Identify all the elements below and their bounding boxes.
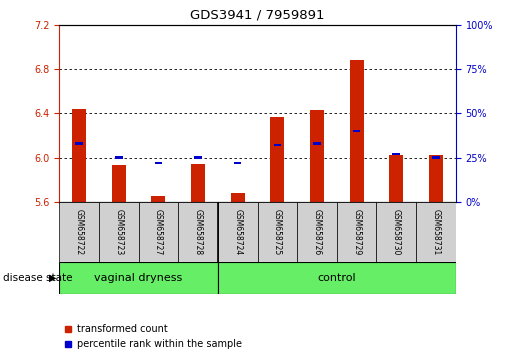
Bar xyxy=(99,202,139,262)
Bar xyxy=(194,156,202,159)
Bar xyxy=(350,60,364,202)
Text: GSM658728: GSM658728 xyxy=(194,209,202,255)
Text: GSM658730: GSM658730 xyxy=(392,209,401,255)
Text: GSM658724: GSM658724 xyxy=(233,209,242,255)
Bar xyxy=(273,144,281,146)
Bar xyxy=(310,110,324,202)
Text: GSM658723: GSM658723 xyxy=(114,209,123,255)
Bar xyxy=(218,262,456,294)
Bar xyxy=(112,165,126,202)
Bar xyxy=(297,202,337,262)
Text: GSM658722: GSM658722 xyxy=(75,209,83,255)
Bar xyxy=(270,116,284,202)
Bar xyxy=(337,202,376,262)
Bar xyxy=(416,202,456,262)
Bar xyxy=(75,142,83,144)
Text: GDS3941 / 7959891: GDS3941 / 7959891 xyxy=(190,9,325,22)
Bar xyxy=(392,153,400,155)
Bar xyxy=(115,156,123,159)
Text: disease state: disease state xyxy=(3,273,72,283)
Text: GSM658727: GSM658727 xyxy=(154,209,163,255)
Bar xyxy=(139,202,178,262)
Bar xyxy=(231,193,245,202)
Bar xyxy=(72,109,86,202)
Bar xyxy=(376,202,416,262)
Text: GSM658725: GSM658725 xyxy=(273,209,282,255)
Text: GSM658731: GSM658731 xyxy=(432,209,440,255)
Text: control: control xyxy=(317,273,356,283)
Bar xyxy=(178,202,218,262)
Bar xyxy=(59,262,218,294)
Text: GSM658729: GSM658729 xyxy=(352,209,361,255)
Bar xyxy=(191,164,205,202)
Bar xyxy=(59,202,99,262)
Bar xyxy=(389,155,403,202)
Bar xyxy=(218,202,258,262)
Bar xyxy=(432,156,440,159)
Bar xyxy=(154,162,162,164)
Legend: transformed count, percentile rank within the sample: transformed count, percentile rank withi… xyxy=(64,324,242,349)
Text: vaginal dryness: vaginal dryness xyxy=(94,273,183,283)
Bar xyxy=(429,155,443,202)
Bar xyxy=(353,130,360,132)
Bar xyxy=(234,162,242,164)
Bar xyxy=(258,202,297,262)
Bar xyxy=(313,142,321,144)
Text: GSM658726: GSM658726 xyxy=(313,209,321,255)
Text: ▶: ▶ xyxy=(49,273,57,283)
Bar xyxy=(151,196,165,202)
